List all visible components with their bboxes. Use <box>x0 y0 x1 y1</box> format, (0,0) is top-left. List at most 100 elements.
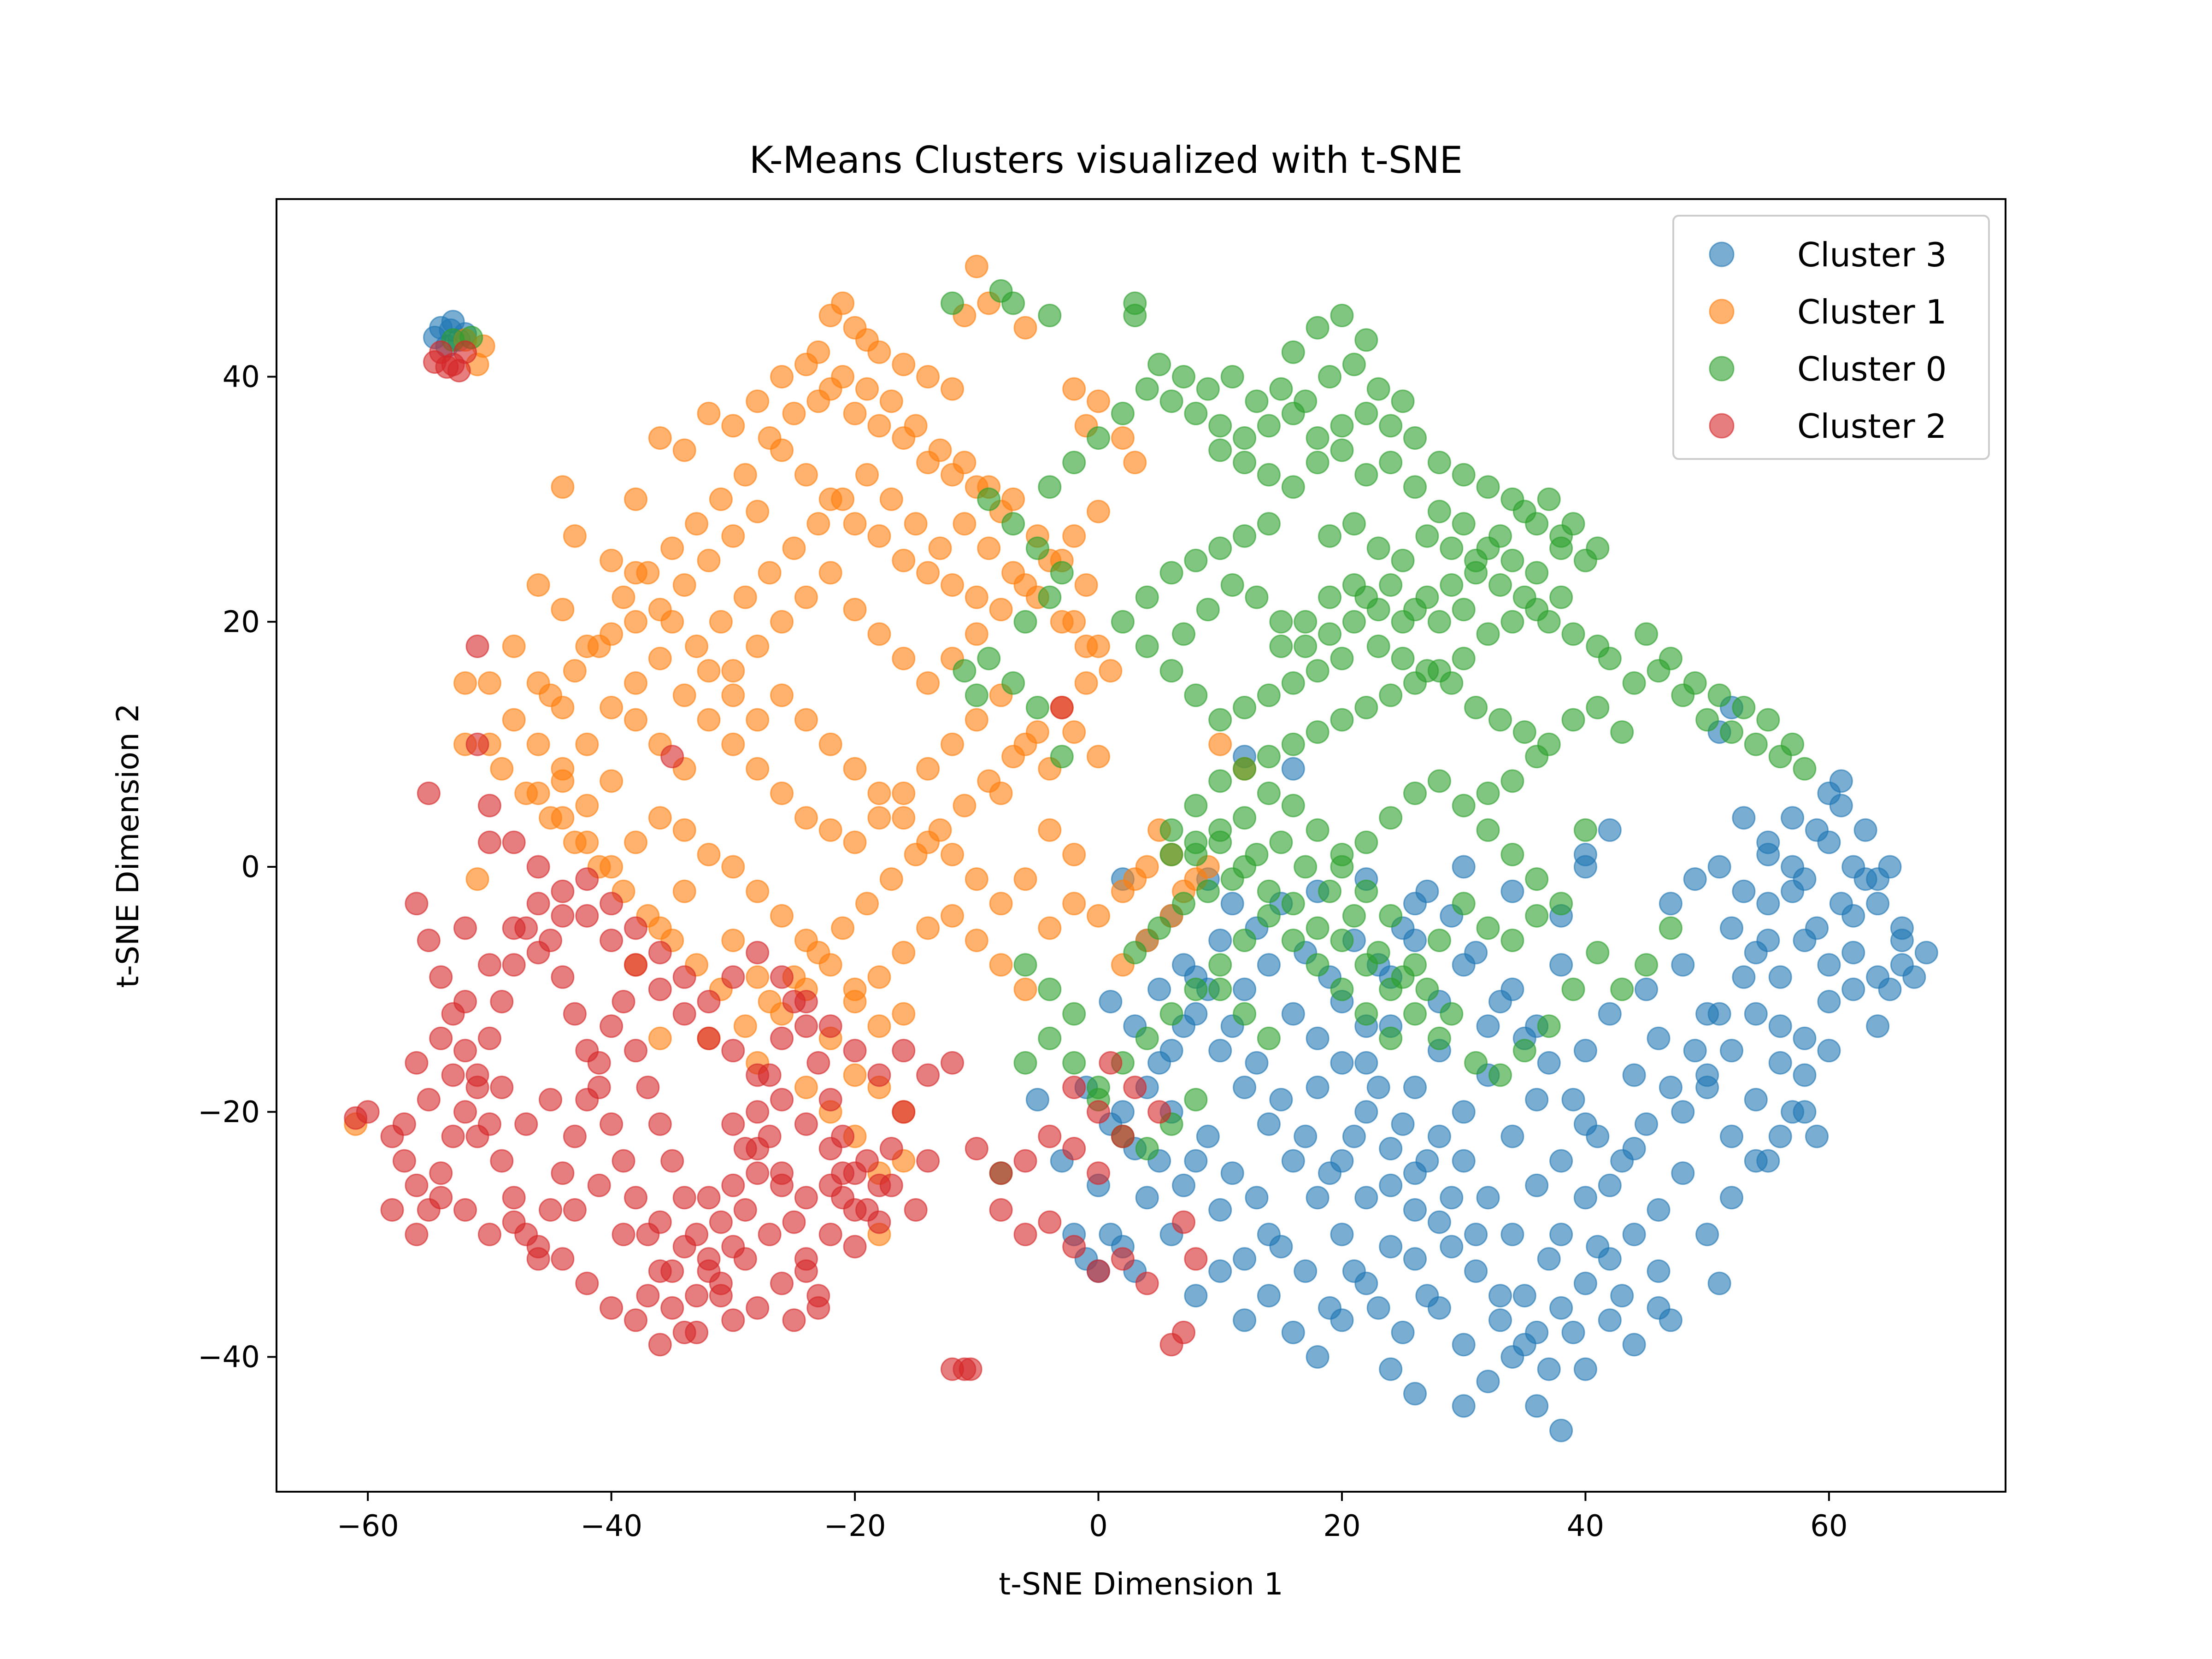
data-point <box>1610 1284 1634 1308</box>
legend-label: Cluster 2 <box>1797 407 1947 446</box>
data-point <box>1622 1333 1646 1357</box>
data-point <box>1281 671 1305 695</box>
data-point <box>1647 1259 1671 1283</box>
data-point <box>965 585 988 609</box>
data-point <box>1050 610 1074 634</box>
data-point <box>551 965 575 989</box>
data-point <box>1440 536 1464 560</box>
data-point <box>1208 1039 1232 1063</box>
data-point <box>928 438 952 462</box>
data-point <box>1245 1051 1269 1075</box>
data-point <box>1330 647 1354 671</box>
x-tick-label: 20 <box>1323 1509 1360 1543</box>
data-point <box>1366 1296 1390 1320</box>
data-point <box>1427 1210 1451 1234</box>
data-point <box>1500 1124 1524 1148</box>
data-point <box>539 1088 562 1112</box>
data-point <box>1062 892 1086 916</box>
data-point <box>1732 806 1756 830</box>
data-point <box>575 1271 599 1295</box>
data-point <box>709 1271 733 1295</box>
data-point <box>563 659 587 683</box>
data-point <box>1135 1271 1159 1295</box>
data-point <box>746 1100 770 1124</box>
data-point <box>612 990 635 1013</box>
data-point <box>1379 683 1403 707</box>
data-point <box>733 585 757 609</box>
data-point <box>1793 1026 1817 1050</box>
data-point <box>1610 1149 1634 1173</box>
data-point <box>916 830 940 854</box>
data-point <box>1622 671 1646 695</box>
data-point <box>1415 977 1439 1001</box>
data-point <box>1330 855 1354 879</box>
data-point <box>1500 879 1524 903</box>
data-point <box>660 1149 684 1173</box>
data-point <box>429 965 453 989</box>
data-point <box>1452 463 1476 487</box>
data-point <box>1172 953 1195 977</box>
data-point <box>1500 548 1524 572</box>
legend-label: Cluster 0 <box>1797 350 1947 388</box>
data-point <box>1647 1026 1671 1050</box>
data-point <box>1561 977 1585 1001</box>
data-point <box>1013 610 1037 634</box>
data-point <box>965 622 988 646</box>
data-point <box>1208 536 1232 560</box>
data-point <box>1257 782 1281 805</box>
data-point <box>1087 1100 1110 1124</box>
data-point <box>831 1124 855 1148</box>
data-point <box>953 512 977 536</box>
data-point <box>721 659 745 683</box>
data-point <box>1013 1051 1037 1075</box>
data-point <box>806 512 830 536</box>
data-point <box>989 892 1013 916</box>
data-point <box>672 573 696 597</box>
data-point <box>490 990 514 1013</box>
data-point <box>465 1063 489 1087</box>
data-point <box>794 990 818 1013</box>
data-point <box>405 892 429 916</box>
y-tick-label: −40 <box>198 1341 260 1375</box>
data-point <box>429 1026 453 1050</box>
data-point <box>1366 377 1390 401</box>
data-point <box>1744 941 1768 965</box>
data-point <box>1257 1284 1281 1308</box>
data-point <box>697 990 721 1013</box>
data-point <box>502 916 526 940</box>
data-point <box>1598 1308 1622 1332</box>
data-point <box>867 806 891 830</box>
data-point <box>1184 1088 1208 1112</box>
data-point <box>916 561 940 585</box>
data-point <box>697 659 721 683</box>
data-point <box>1184 830 1208 854</box>
data-point <box>636 1284 660 1308</box>
data-point <box>794 1259 818 1283</box>
data-point <box>1720 1124 1743 1148</box>
data-point <box>1354 328 1378 352</box>
data-point <box>1549 585 1573 609</box>
data-point <box>624 953 647 977</box>
data-point <box>1281 340 1305 364</box>
data-point <box>1330 1051 1354 1075</box>
data-point <box>1269 1088 1293 1112</box>
data-point <box>1087 904 1110 928</box>
data-point <box>1573 1357 1597 1381</box>
data-point <box>770 782 794 805</box>
data-point <box>1087 1161 1110 1185</box>
data-point <box>1598 1173 1622 1197</box>
data-point <box>941 732 964 756</box>
data-point <box>1208 438 1232 462</box>
data-point <box>526 892 550 916</box>
data-point <box>1452 512 1476 536</box>
data-point <box>1342 904 1366 928</box>
data-point <box>1159 561 1183 585</box>
data-point <box>1062 524 1086 548</box>
data-point <box>867 965 891 989</box>
data-point <box>1220 573 1244 597</box>
data-point <box>1354 401 1378 425</box>
data-point <box>1366 635 1390 658</box>
data-point <box>1452 794 1476 818</box>
data-point <box>1622 1063 1646 1087</box>
